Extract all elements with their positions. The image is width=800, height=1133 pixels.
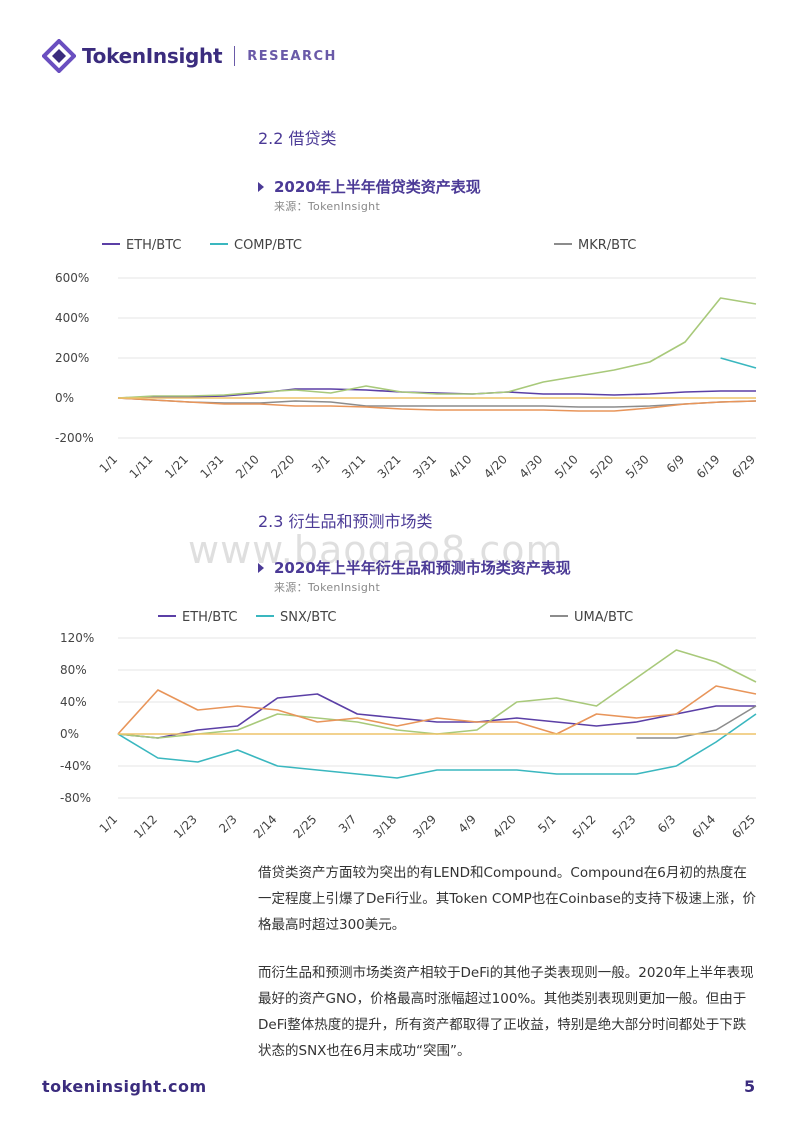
chart-title-derivatives-text: 2020年上半年衍生品和预测市场类资产表现 bbox=[274, 559, 571, 577]
y-tick-label: 200% bbox=[55, 351, 89, 365]
x-tick-label: 2/25 bbox=[291, 812, 320, 841]
series-line-rep-btc bbox=[117, 685, 757, 735]
triangle-bullet-icon bbox=[258, 181, 264, 192]
x-tick-label: 1/23 bbox=[171, 812, 200, 841]
series-line-mkr-btc bbox=[117, 397, 757, 408]
x-tick-label: 5/12 bbox=[570, 812, 599, 841]
x-tick-label: 4/10 bbox=[446, 452, 475, 481]
x-tick-label: 6/14 bbox=[689, 812, 718, 841]
legend-item: UMA/BTC bbox=[550, 610, 633, 625]
legend-label: ETH/BTC bbox=[126, 238, 182, 253]
series-line-eth-btc bbox=[117, 693, 756, 739]
page-header: TokenInsight RESEARCH bbox=[42, 36, 337, 76]
x-tick-label: 1/31 bbox=[197, 452, 226, 481]
x-tick-label: 4/30 bbox=[516, 452, 545, 481]
x-tick-label: 6/9 bbox=[664, 452, 688, 476]
paragraph-derivatives: 而衍生品和预测市场类资产相较于DeFi的其他子类表现则一般。2020年上半年表现… bbox=[258, 965, 754, 1059]
chart-source-derivatives: 来源：TokenInsight bbox=[274, 581, 381, 594]
series-line-lend-btc bbox=[117, 297, 757, 399]
y-tick-label: 400% bbox=[55, 311, 89, 325]
y-tick-label: 600% bbox=[55, 271, 89, 285]
x-tick-label: 6/3 bbox=[655, 812, 679, 836]
x-tick-label: 6/19 bbox=[694, 452, 723, 481]
x-tick-label: 2/20 bbox=[268, 452, 297, 481]
legend-label: MKR/BTC bbox=[578, 238, 636, 253]
legend-item: MKR/BTC bbox=[554, 238, 636, 253]
series-line-comp-btc bbox=[720, 357, 757, 369]
x-tick-label: 1/12 bbox=[131, 812, 160, 841]
y-tick-label: 0% bbox=[55, 391, 74, 405]
x-tick-label: 2/14 bbox=[251, 812, 280, 841]
x-tick-label: 4/20 bbox=[490, 812, 519, 841]
y-tick-label: 80% bbox=[60, 663, 87, 677]
x-tick-label: 2/10 bbox=[233, 452, 262, 481]
x-tick-label: 2/3 bbox=[216, 812, 240, 836]
paragraph-lending: 借贷类资产方面较为突出的有LEND和Compound。Compound在6月初的… bbox=[258, 865, 756, 933]
chart-title-lending-text: 2020年上半年借贷类资产表现 bbox=[274, 178, 481, 196]
x-tick-label: 5/1 bbox=[535, 812, 559, 836]
y-tick-label: 40% bbox=[60, 695, 87, 709]
lending-chart: ETH/BTCCOMP/BTCMKR/BTCLEND/BTCKAVA/BTCBe… bbox=[55, 238, 758, 481]
section-title-lending: 2.2 借贷类 bbox=[258, 129, 337, 148]
header-divider bbox=[234, 46, 236, 66]
x-tick-label: 4/20 bbox=[481, 452, 510, 481]
legend-item: ETH/BTC bbox=[158, 610, 238, 625]
x-tick-label: 3/11 bbox=[339, 452, 368, 481]
legend-label: COMP/BTC bbox=[234, 238, 302, 253]
x-tick-label: 3/18 bbox=[370, 812, 399, 841]
legend-label: SNX/BTC bbox=[280, 610, 336, 625]
series-line-snx-btc bbox=[117, 713, 757, 779]
x-tick-label: 5/20 bbox=[587, 452, 616, 481]
chart-source-lending: 来源：TokenInsight bbox=[274, 200, 381, 213]
x-tick-label: 1/21 bbox=[162, 452, 191, 481]
y-tick-label: -40% bbox=[60, 759, 91, 773]
y-tick-label: -80% bbox=[60, 791, 91, 805]
x-tick-label: 4/9 bbox=[455, 812, 479, 836]
chart-title-lending: 2020年上半年借贷类资产表现 bbox=[258, 176, 481, 197]
legend-item: COMP/BTC bbox=[210, 238, 302, 253]
x-tick-label: 1/11 bbox=[127, 452, 156, 481]
triangle-bullet-icon bbox=[258, 562, 264, 573]
x-tick-label: 6/29 bbox=[729, 452, 758, 481]
series-line-eth-btc bbox=[117, 388, 756, 399]
y-tick-label: 120% bbox=[60, 631, 94, 645]
legend-label: UMA/BTC bbox=[574, 610, 633, 625]
x-tick-label: 5/23 bbox=[610, 812, 639, 841]
derivatives-chart: ETH/BTCSNX/BTCUMA/BTCGNO/BTCREP/BTCBench… bbox=[60, 610, 758, 841]
tokeninsight-logo-icon bbox=[42, 39, 76, 73]
x-tick-label: 3/1 bbox=[309, 452, 333, 476]
y-tick-label: 0% bbox=[60, 727, 79, 741]
x-tick-label: 3/29 bbox=[410, 812, 439, 841]
x-tick-label: 3/21 bbox=[375, 452, 404, 481]
x-tick-label: 5/10 bbox=[552, 452, 581, 481]
y-tick-label: -200% bbox=[55, 431, 94, 445]
legend-item: ETH/BTC bbox=[102, 238, 182, 253]
x-tick-label: 1/1 bbox=[97, 812, 121, 836]
x-tick-label: 3/31 bbox=[410, 452, 439, 481]
x-tick-label: 3/7 bbox=[336, 812, 360, 836]
legend-label: ETH/BTC bbox=[182, 610, 238, 625]
legend-item: SNX/BTC bbox=[256, 610, 336, 625]
chart-title-derivatives: 2020年上半年衍生品和预测市场类资产表现 bbox=[258, 557, 571, 578]
series-line-kava-btc bbox=[117, 397, 757, 412]
footer-url[interactable]: tokeninsight.com bbox=[42, 1077, 207, 1096]
page-number: 5 bbox=[744, 1077, 756, 1096]
watermark: www.baogao8.com bbox=[188, 528, 564, 572]
brand-name: TokenInsight bbox=[82, 44, 223, 68]
series-line-gno-btc bbox=[117, 649, 757, 739]
x-tick-label: 5/30 bbox=[623, 452, 652, 481]
x-tick-label: 1/1 bbox=[97, 452, 121, 476]
section-title-derivatives: 2.3 衍生品和预测市场类 bbox=[258, 512, 433, 531]
research-label: RESEARCH bbox=[247, 48, 337, 64]
x-tick-label: 6/25 bbox=[729, 812, 758, 841]
